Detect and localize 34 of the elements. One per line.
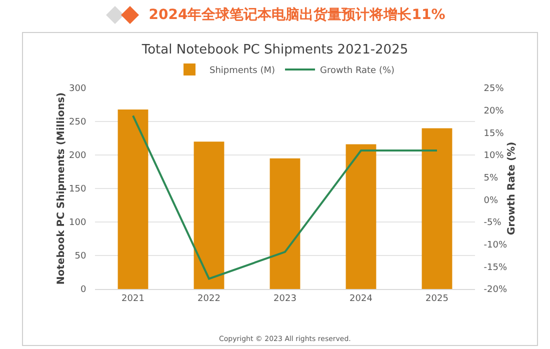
line-series bbox=[132, 114, 438, 280]
chart-subtitle: Total Notebook PC Shipments 2021-2025 bbox=[140, 42, 408, 58]
bar bbox=[194, 142, 224, 289]
y-axis-title: Notebook PC Shipments (Millions) bbox=[56, 92, 68, 285]
x-tick-label: 2024 bbox=[350, 294, 373, 304]
y-tick-label: 250 bbox=[69, 118, 86, 128]
x-tick-label: 2025 bbox=[426, 294, 448, 304]
y2-tick-label: 5% bbox=[484, 173, 499, 184]
x-tick-label: 2023 bbox=[274, 294, 296, 304]
y2-tick-label: 0% bbox=[484, 196, 499, 206]
y2-tick-label: -15% bbox=[484, 262, 508, 273]
y2-tick-label: 10% bbox=[484, 151, 504, 162]
y-tick-label: 100 bbox=[69, 218, 86, 228]
bar bbox=[270, 158, 300, 289]
y2-tick-label: -10% bbox=[484, 240, 508, 250]
legend-label: Shipments (M) bbox=[210, 66, 276, 76]
y-tick-label: 200 bbox=[69, 151, 86, 162]
bar bbox=[346, 144, 376, 289]
bar bbox=[118, 109, 148, 289]
y-tick-label: 0 bbox=[80, 285, 86, 296]
y2-tick-label: 15% bbox=[484, 128, 504, 139]
x-tick-label: 2022 bbox=[198, 294, 220, 304]
y2-tick-label: -5% bbox=[484, 218, 502, 228]
chart-title: 2024年全球笔记本电脑出货量预计将增长11% bbox=[148, 6, 446, 24]
legend-label: Growth Rate (%) bbox=[320, 66, 395, 76]
x-tick-label: 2021 bbox=[122, 294, 144, 304]
y2-tick-label: 25% bbox=[484, 84, 504, 94]
y-tick-label: 150 bbox=[69, 184, 86, 195]
bar bbox=[422, 128, 452, 289]
y-tick-label: 300 bbox=[69, 84, 86, 94]
y-tick-label: 50 bbox=[74, 252, 86, 262]
y2-tick-label: -20% bbox=[484, 285, 508, 296]
y2-axis-title: Growth Rate (%) bbox=[506, 142, 518, 236]
y2-tick-label: 20% bbox=[484, 106, 504, 116]
